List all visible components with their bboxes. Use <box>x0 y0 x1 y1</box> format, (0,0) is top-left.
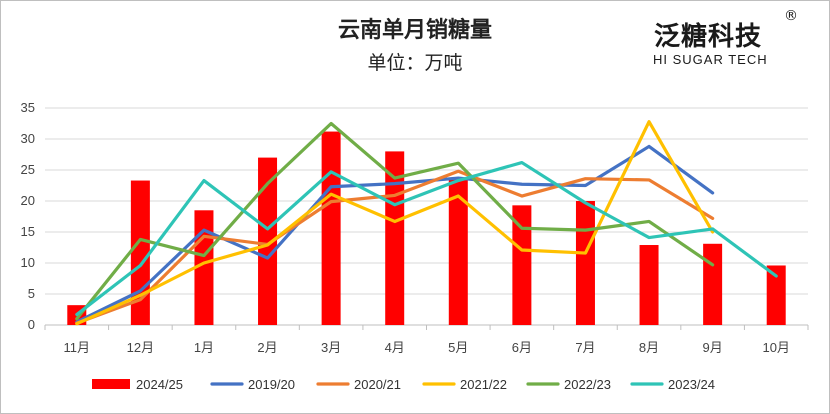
series-line <box>75 121 715 321</box>
brand-logo-subtext: HI SUGAR TECH <box>653 52 768 67</box>
bar <box>703 243 723 325</box>
bar <box>512 205 532 325</box>
y-tick-label: 5 <box>28 286 35 301</box>
bar <box>258 157 278 325</box>
legend-swatch <box>92 379 130 389</box>
series-line <box>75 120 715 326</box>
x-tick-label: 7月 <box>575 340 595 355</box>
x-tick-label: 6月 <box>512 340 532 355</box>
bar <box>639 245 659 325</box>
x-tick-label: 11月 <box>64 340 91 355</box>
bar <box>321 131 341 325</box>
x-tick-label: 8月 <box>639 340 659 355</box>
registered-mark: ® <box>784 8 798 24</box>
x-tick-label: 5月 <box>448 340 468 355</box>
bar <box>575 201 595 325</box>
x-tick-label: 10月 <box>762 340 789 355</box>
y-tick-label: 35 <box>21 100 35 115</box>
legend-label: 2024/25 <box>136 377 183 392</box>
x-tick-label: 1月 <box>194 340 214 355</box>
y-tick-label: 15 <box>21 224 35 239</box>
brand-logo-text: 泛糖科技 <box>654 22 763 52</box>
y-tick-label: 0 <box>28 317 35 332</box>
x-tick-label: 3月 <box>321 340 341 355</box>
bar <box>766 265 786 325</box>
series-line <box>75 160 778 317</box>
y-tick-label: 10 <box>21 255 35 270</box>
x-tick-label: 12月 <box>127 340 154 355</box>
x-tick-label: 4月 <box>385 340 405 355</box>
legend-label: 2020/21 <box>354 377 401 392</box>
legend-label: 2019/20 <box>248 377 295 392</box>
bar <box>448 179 468 325</box>
y-tick-label: 20 <box>21 193 35 208</box>
legend-label: 2021/22 <box>460 377 507 392</box>
x-tick-label: 9月 <box>703 340 723 355</box>
y-tick-label: 25 <box>21 162 35 177</box>
legend-label: 2023/24 <box>668 377 715 392</box>
y-tick-label: 30 <box>21 131 35 146</box>
series-line <box>75 169 715 325</box>
bar <box>130 180 150 325</box>
chart-title: 云南单月销糖量 <box>337 17 492 43</box>
chart-subtitle: 单位：万吨 <box>367 52 463 74</box>
legend-label: 2022/23 <box>564 377 611 392</box>
x-tick-label: 2月 <box>257 340 277 355</box>
